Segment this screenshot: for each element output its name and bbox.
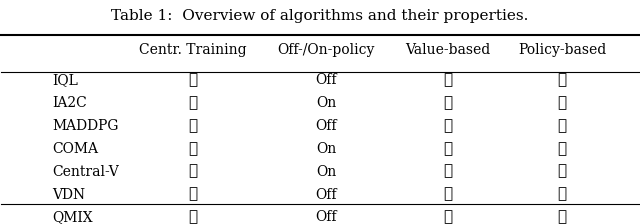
- Text: ✓: ✓: [443, 142, 452, 156]
- Text: ✓: ✓: [188, 119, 197, 133]
- Text: ✓: ✓: [557, 165, 566, 179]
- Text: On: On: [316, 165, 337, 179]
- Text: ✓: ✓: [443, 187, 452, 202]
- Text: ✓: ✓: [188, 165, 197, 179]
- Text: Central-V: Central-V: [52, 165, 119, 179]
- Text: ✗: ✗: [188, 73, 197, 87]
- Text: ✓: ✓: [443, 210, 452, 224]
- Text: ✓: ✓: [443, 96, 452, 110]
- Text: Off: Off: [316, 119, 337, 133]
- Text: Off: Off: [316, 210, 337, 224]
- Text: Off-/On-policy: Off-/On-policy: [278, 43, 375, 57]
- Text: ✓: ✓: [557, 119, 566, 133]
- Text: ✗: ✗: [557, 210, 566, 224]
- Text: ✗: ✗: [557, 73, 566, 87]
- Text: ✓: ✓: [188, 187, 197, 202]
- Text: ✓: ✓: [557, 96, 566, 110]
- Text: IA2C: IA2C: [52, 96, 87, 110]
- Text: Off: Off: [316, 73, 337, 87]
- Text: COMA: COMA: [52, 142, 99, 156]
- Text: Table 1:  Overview of algorithms and their properties.: Table 1: Overview of algorithms and thei…: [111, 9, 529, 23]
- Text: ✓: ✓: [188, 210, 197, 224]
- Text: ✗: ✗: [188, 96, 197, 110]
- Text: Value-based: Value-based: [405, 43, 490, 57]
- Text: ✓: ✓: [443, 119, 452, 133]
- Text: ✗: ✗: [557, 187, 566, 202]
- Text: IQL: IQL: [52, 73, 78, 87]
- Text: On: On: [316, 96, 337, 110]
- Text: ✓: ✓: [443, 73, 452, 87]
- Text: VDN: VDN: [52, 187, 86, 202]
- Text: MADDPG: MADDPG: [52, 119, 119, 133]
- Text: On: On: [316, 142, 337, 156]
- Text: ✓: ✓: [443, 165, 452, 179]
- Text: Centr. Training: Centr. Training: [139, 43, 246, 57]
- Text: ✓: ✓: [188, 142, 197, 156]
- Text: ✓: ✓: [557, 142, 566, 156]
- Text: QMIX: QMIX: [52, 210, 93, 224]
- Text: Off: Off: [316, 187, 337, 202]
- Text: Policy-based: Policy-based: [518, 43, 606, 57]
